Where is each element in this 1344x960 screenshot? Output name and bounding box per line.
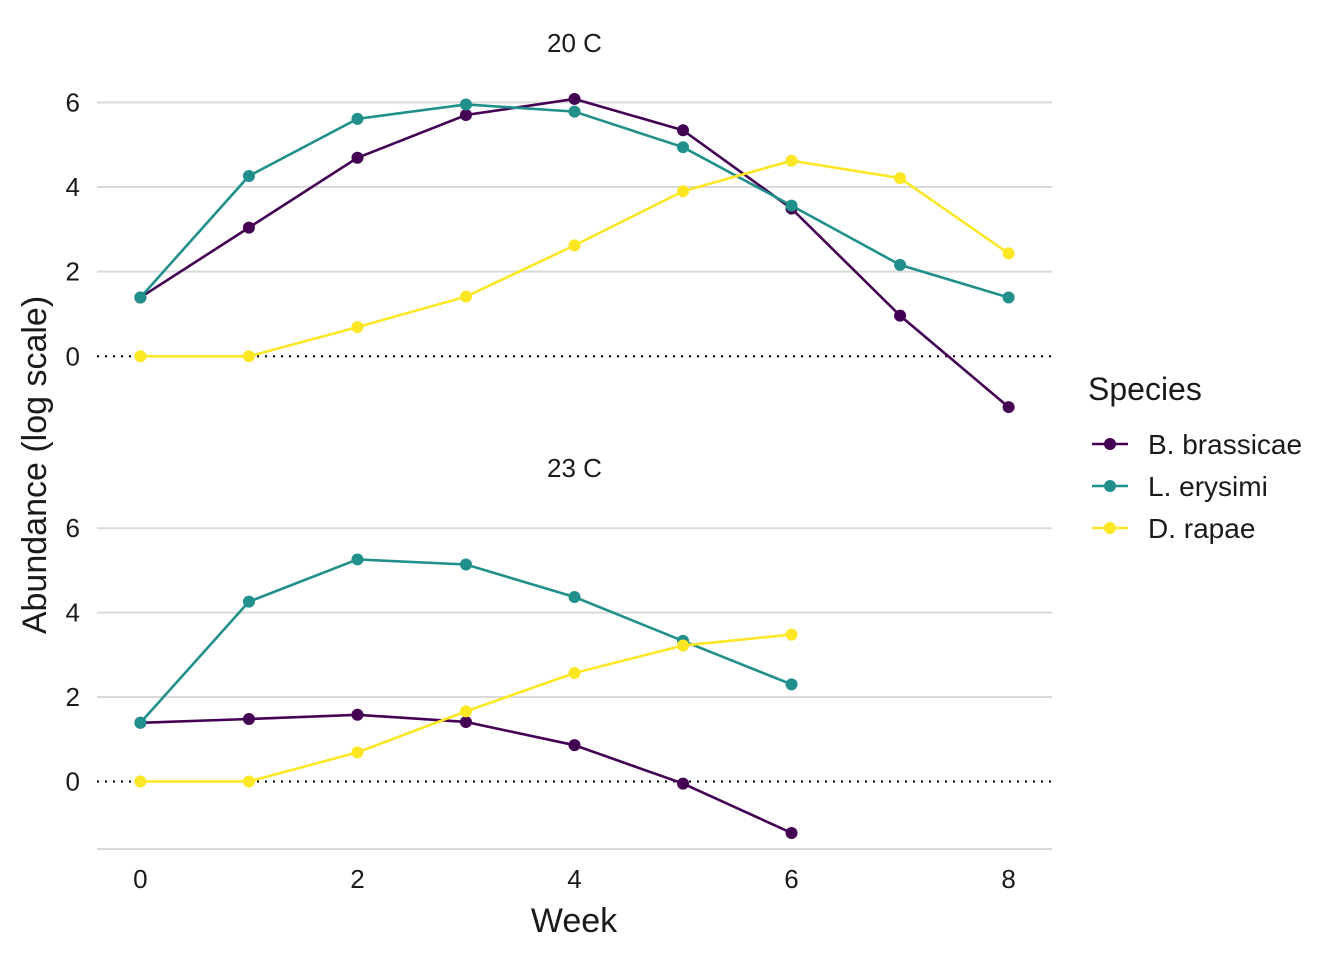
legend-label: D. rapae [1148, 513, 1255, 544]
series-d-rapae [134, 628, 798, 788]
y-axis-title: Abundance (log scale) [16, 296, 54, 634]
data-point [351, 321, 364, 334]
panel-title: 20 C [547, 28, 602, 58]
x-axis: 0 2 4 6 8 [97, 848, 1052, 894]
panel-1: 23 C 0 2 4 6 [66, 453, 1052, 839]
panel-0: 20 C 0 2 4 6 [66, 28, 1052, 414]
x-axis-title: Week [531, 902, 618, 940]
data-point [134, 291, 147, 304]
series-b-brassicae [134, 92, 1015, 414]
data-point [785, 154, 798, 167]
data-point [242, 775, 255, 788]
data-point [459, 705, 472, 718]
legend-key-point [1104, 522, 1116, 534]
series-l-erysimi [134, 98, 1015, 304]
data-point [351, 553, 364, 566]
data-point [894, 258, 907, 271]
data-point [1002, 247, 1015, 260]
data-point [242, 712, 255, 725]
data-point [134, 775, 147, 788]
series-b-brassicae [134, 708, 798, 839]
series-l-erysimi [134, 553, 798, 729]
data-point [677, 777, 690, 790]
data-point [677, 141, 690, 154]
data-point [894, 172, 907, 185]
data-point [351, 151, 364, 164]
legend-key-point [1104, 480, 1116, 492]
series-d-rapae [134, 154, 1015, 363]
legend-item: D. rapae [1092, 513, 1255, 544]
legend-item: L. erysimi [1092, 471, 1268, 502]
data-point [568, 92, 581, 105]
x-tick-label: 0 [133, 864, 147, 894]
data-point [459, 558, 472, 571]
legend-item: B. brassicae [1092, 429, 1302, 460]
data-point [677, 124, 690, 137]
x-tick-label: 2 [350, 864, 364, 894]
data-point [568, 105, 581, 118]
data-point [351, 746, 364, 759]
data-point [677, 639, 690, 652]
data-point [351, 112, 364, 125]
series-line [140, 159, 1010, 358]
data-point [459, 290, 472, 303]
legend-key-point [1104, 438, 1116, 450]
data-point [568, 591, 581, 604]
y-tick-label: 0 [66, 341, 80, 371]
y-tick-label: 4 [66, 598, 80, 628]
data-point [134, 350, 147, 363]
series-line [140, 713, 793, 835]
data-point [242, 595, 255, 608]
data-point [1002, 401, 1015, 414]
legend-label: L. erysimi [1148, 471, 1268, 502]
legend-title: Species [1088, 371, 1202, 407]
x-tick-label: 6 [784, 864, 798, 894]
data-point [568, 739, 581, 752]
data-point [785, 678, 798, 691]
y-tick-label: 2 [66, 257, 80, 287]
data-point [1002, 291, 1015, 304]
data-point [677, 185, 690, 198]
x-tick-label: 8 [1001, 864, 1015, 894]
data-point [459, 715, 472, 728]
y-tick-label: 2 [66, 682, 80, 712]
data-point [459, 98, 472, 111]
data-point [242, 169, 255, 182]
data-point [242, 221, 255, 234]
series-line [139, 103, 1009, 299]
data-point [459, 109, 472, 122]
data-point [242, 350, 255, 363]
data-point [568, 666, 581, 679]
series-line [139, 558, 793, 724]
data-point [785, 628, 798, 641]
x-tick-label: 4 [567, 864, 581, 894]
legend: Species B. brassicae L. erysimi D. rapae [1088, 371, 1302, 544]
panels: 20 C 0 2 4 6 23 C 0 2 4 6 [66, 28, 1052, 839]
data-point [568, 239, 581, 252]
legend-label: B. brassicae [1148, 429, 1302, 460]
data-point [785, 826, 798, 839]
data-point [134, 716, 147, 729]
y-tick-label: 6 [66, 513, 80, 543]
data-point [351, 708, 364, 721]
y-tick-label: 6 [66, 87, 80, 117]
y-tick-label: 0 [66, 766, 80, 796]
data-point [894, 309, 907, 322]
panel-title: 23 C [547, 453, 602, 483]
y-tick-label: 4 [66, 172, 80, 202]
data-point [785, 199, 798, 212]
